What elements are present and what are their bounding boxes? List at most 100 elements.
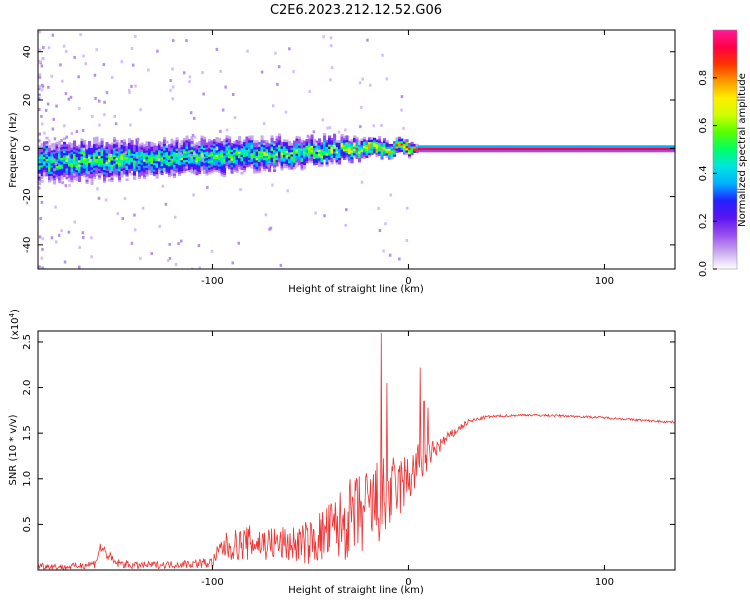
heatmap-cell (192, 193, 195, 197)
heatmap-cell (78, 177, 82, 180)
heatmap-cell (145, 145, 149, 149)
heatmap-cell (78, 172, 82, 176)
heatmap-cell (368, 148, 372, 151)
heatmap-cell (308, 140, 312, 144)
heatmap-cell (303, 164, 307, 168)
heatmap-cell (185, 144, 189, 147)
heatmap-cell (155, 152, 159, 155)
heatmap-cell (90, 236, 93, 240)
heatmap-cell (108, 161, 112, 165)
heatmap-cell (235, 144, 239, 147)
heatmap-cell (153, 171, 157, 174)
heatmap-cell (125, 158, 129, 162)
heatmap-cell (665, 145, 669, 148)
heatmap-cell (193, 158, 197, 162)
heatmap-cell (208, 139, 212, 142)
heatmap-cell (495, 147, 499, 151)
heatmap-cell (290, 156, 294, 159)
heatmap-cell (63, 137, 67, 141)
heatmap-cell (623, 145, 627, 148)
heatmap-cell (116, 212, 120, 216)
heatmap-cell (43, 145, 47, 149)
heatmap-cell (40, 169, 44, 172)
heatmap-cell (308, 147, 312, 150)
heatmap-cell (40, 200, 44, 204)
heatmap-cell (143, 163, 147, 167)
heatmap-cell (320, 144, 324, 148)
heatmap-cell (73, 162, 77, 165)
heatmap-cell (283, 159, 287, 162)
heatmap-cell (473, 145, 477, 148)
heatmap-cell (80, 143, 84, 146)
heatmap-cell (268, 143, 272, 146)
heatmap-cell (295, 136, 299, 139)
heatmap-cell (93, 156, 97, 160)
heatmap-cell (123, 154, 127, 158)
heatmap-cell (48, 179, 52, 183)
heatmap-cell (233, 147, 237, 151)
heatmap-cell (38, 147, 42, 151)
heatmap-cell (260, 150, 264, 154)
heatmap-cell (303, 158, 307, 161)
heatmap-cell (113, 163, 117, 166)
heatmap-cell (395, 148, 399, 151)
heatmap-cell (343, 135, 347, 139)
heatmap-cell (128, 146, 132, 150)
heatmap-cell (260, 165, 264, 169)
heatmap-cell (100, 170, 104, 174)
heatmap-cell (303, 142, 307, 146)
heatmap-cell (105, 168, 109, 171)
heatmap-cell (278, 161, 282, 165)
heatmap-cell (171, 97, 174, 101)
heatmap-cell (128, 144, 132, 148)
heatmap-cell (313, 147, 317, 151)
heatmap-cell (298, 136, 302, 140)
heatmap-cell (66, 155, 70, 159)
heatmap-cell (88, 147, 92, 151)
heatmap-cell (280, 161, 284, 164)
heatmap-cell (113, 171, 117, 175)
heatmap-cell (293, 142, 297, 146)
heatmap-cell (350, 152, 354, 155)
heatmap-cell (45, 173, 49, 177)
heatmap-cell (38, 30, 42, 34)
heatmap-cell (190, 136, 194, 139)
heatmap-cell (170, 173, 174, 177)
heatmap-cell (82, 235, 85, 239)
heatmap-cell (263, 162, 267, 165)
heatmap-cell (300, 155, 304, 158)
heatmap-cell (645, 147, 649, 151)
heatmap-cell (253, 153, 257, 157)
heatmap-cell (38, 75, 42, 79)
heatmap-cell (233, 167, 237, 170)
heatmap-cell (88, 145, 92, 148)
heatmap-cell (53, 142, 57, 146)
heatmap-cell (223, 165, 227, 169)
heatmap-cell (208, 167, 212, 170)
heatmap-cell (340, 149, 344, 152)
heatmap-cell (265, 159, 269, 163)
heatmap-cell (38, 158, 42, 162)
heatmap-cell (528, 147, 532, 151)
heatmap-cell (73, 151, 77, 154)
heatmap-cell (330, 66, 334, 70)
heatmap-cell (133, 177, 137, 180)
heatmap-cell (655, 145, 659, 148)
heatmap-cell (115, 157, 119, 160)
heatmap-cell (663, 149, 667, 153)
heatmap-cell (668, 145, 672, 148)
heatmap-cell (295, 146, 299, 150)
heatmap-cell (93, 169, 97, 173)
heatmap-cell (533, 145, 537, 148)
heatmap-cell (253, 142, 257, 146)
heatmap-cell (355, 147, 359, 151)
heatmap-cell (40, 256, 44, 260)
heatmap-cell (380, 148, 384, 152)
heatmap-cell (44, 151, 48, 154)
heatmap-cell (645, 149, 649, 153)
heatmap-cell (377, 206, 380, 210)
heatmap-cell (233, 116, 237, 120)
heatmap-cell (318, 160, 322, 163)
heatmap-cell (55, 240, 58, 244)
